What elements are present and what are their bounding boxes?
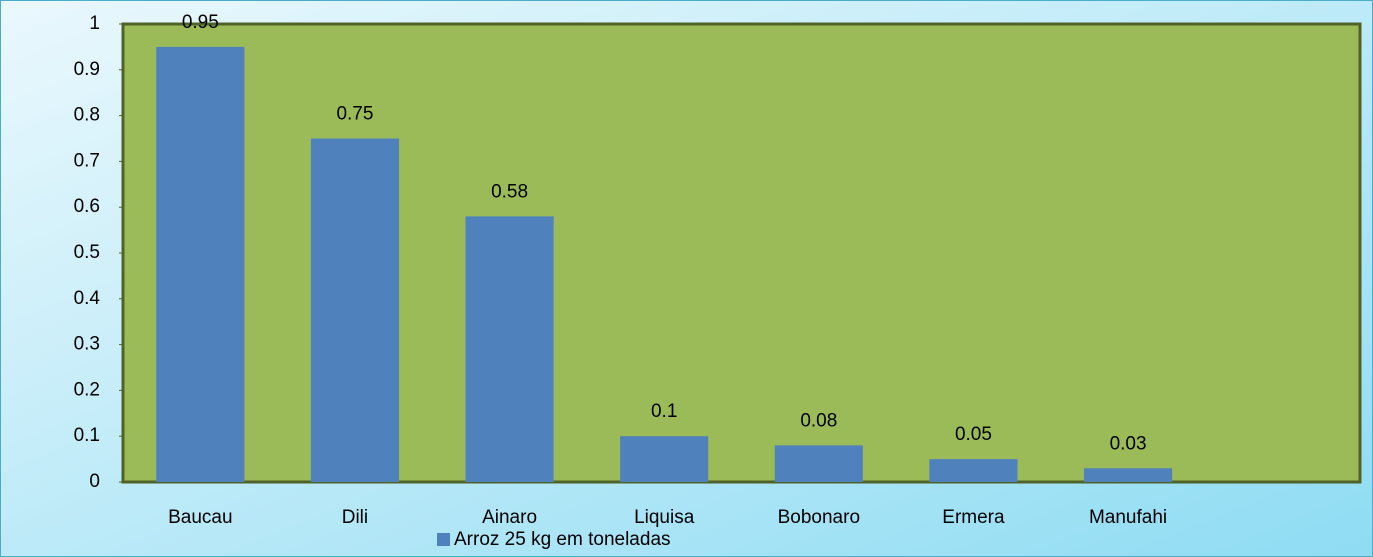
x-tick-label: Manufahi — [1089, 507, 1167, 528]
y-tick-label: 0 — [89, 471, 100, 492]
data-label: 0.1 — [651, 401, 677, 422]
y-tick-label: 1 — [89, 13, 100, 34]
data-label: 0.03 — [1110, 433, 1147, 454]
legend-label: Arroz 25 kg em toneladas — [454, 529, 671, 550]
y-tick-label: 0.3 — [74, 334, 100, 355]
y-tick-label: 0.1 — [74, 425, 100, 446]
bar — [156, 46, 245, 483]
bar — [620, 436, 709, 482]
bar — [465, 216, 554, 483]
data-label: 0.05 — [955, 424, 992, 445]
x-tick-label: Ermera — [942, 507, 1005, 528]
y-tick-label: 0.8 — [74, 105, 100, 126]
bar — [929, 459, 1018, 482]
y-tick-label: 0.2 — [74, 379, 100, 400]
data-label: 0.75 — [336, 104, 373, 125]
data-label: 0.08 — [800, 410, 837, 431]
x-tick-label: Baucau — [168, 507, 232, 528]
x-tick-label: Bobonaro — [778, 507, 860, 528]
y-tick-label: 0.6 — [74, 196, 100, 217]
y-tick-label: 0.4 — [74, 288, 101, 309]
bar — [310, 138, 400, 482]
data-label: 0.58 — [491, 181, 528, 202]
data-label: 0.95 — [182, 12, 219, 33]
y-tick-label: 0.7 — [74, 150, 100, 171]
y-tick-label: 0.9 — [74, 59, 100, 80]
plot-area — [121, 22, 1362, 484]
x-tick-label: Dili — [342, 507, 368, 528]
bar — [1083, 468, 1173, 482]
bar — [774, 445, 863, 482]
legend-swatch — [437, 533, 450, 546]
y-tick-label: 0.5 — [74, 242, 100, 263]
x-tick-label: Ainaro — [482, 507, 537, 528]
x-tick-label: Liquisa — [634, 507, 695, 528]
